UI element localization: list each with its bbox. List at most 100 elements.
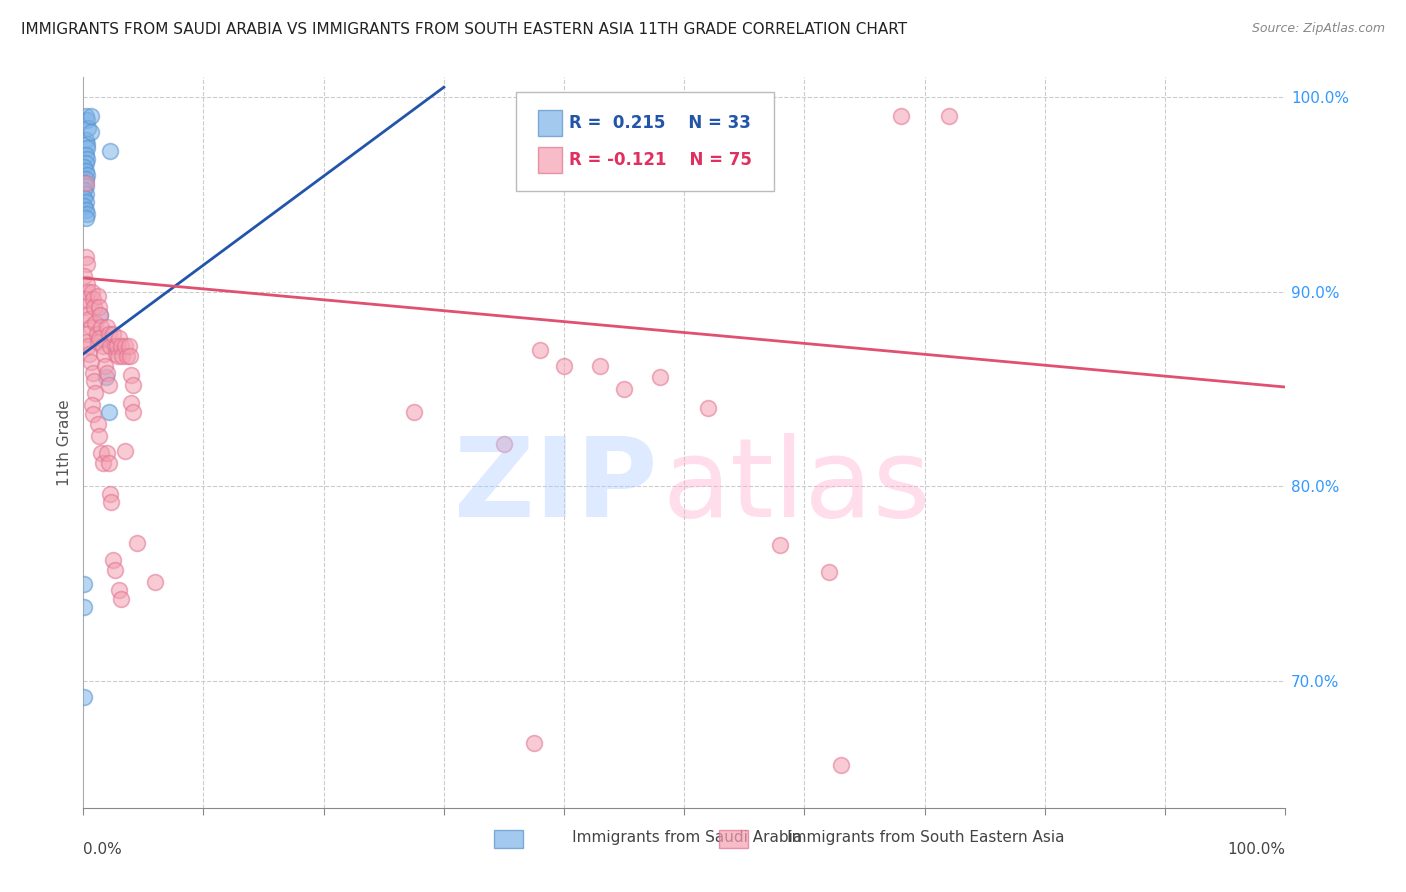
Point bbox=[103, 339, 125, 353]
Point bbox=[523, 736, 546, 750]
Point bbox=[650, 370, 672, 384]
Point bbox=[402, 405, 425, 419]
Point bbox=[769, 538, 792, 552]
Point bbox=[114, 444, 136, 458]
Point bbox=[79, 347, 101, 361]
Point bbox=[82, 407, 104, 421]
Text: atlas: atlas bbox=[662, 433, 931, 540]
Point bbox=[105, 339, 128, 353]
Point bbox=[97, 405, 120, 419]
Point bbox=[87, 428, 110, 442]
Point bbox=[75, 202, 97, 217]
Point bbox=[76, 152, 98, 166]
Point bbox=[97, 456, 120, 470]
Point bbox=[79, 311, 101, 326]
Point bbox=[80, 398, 103, 412]
Point bbox=[79, 125, 101, 139]
Point bbox=[115, 349, 138, 363]
Text: R =  0.215    N = 33: R = 0.215 N = 33 bbox=[569, 114, 751, 132]
Point bbox=[98, 145, 121, 159]
Point bbox=[73, 268, 96, 283]
Point bbox=[76, 140, 98, 154]
Point bbox=[73, 690, 96, 704]
Point bbox=[94, 370, 117, 384]
FancyBboxPatch shape bbox=[516, 92, 775, 191]
Point bbox=[96, 446, 118, 460]
Point bbox=[110, 592, 132, 607]
Point bbox=[98, 487, 121, 501]
Point bbox=[75, 187, 97, 202]
Point bbox=[76, 257, 98, 271]
Point bbox=[75, 171, 97, 186]
Point bbox=[76, 113, 98, 128]
Point bbox=[76, 308, 98, 322]
Point bbox=[73, 300, 96, 314]
Point bbox=[75, 335, 97, 350]
Point bbox=[110, 339, 132, 353]
Point bbox=[120, 349, 142, 363]
Point bbox=[87, 331, 110, 345]
Point bbox=[73, 160, 96, 174]
Point bbox=[118, 339, 141, 353]
Point bbox=[75, 133, 97, 147]
Point bbox=[120, 395, 142, 409]
Point bbox=[830, 757, 852, 772]
Point bbox=[75, 176, 97, 190]
Point bbox=[75, 179, 97, 194]
Point bbox=[90, 446, 112, 460]
Point bbox=[75, 250, 97, 264]
Point bbox=[75, 109, 97, 123]
Point bbox=[890, 109, 912, 123]
Point bbox=[75, 211, 97, 225]
Point bbox=[96, 367, 118, 381]
Point bbox=[73, 199, 96, 213]
Point bbox=[76, 327, 98, 342]
Point bbox=[103, 327, 125, 342]
Point bbox=[75, 156, 97, 170]
Point bbox=[87, 300, 110, 314]
Point bbox=[86, 327, 108, 342]
Point bbox=[97, 378, 120, 392]
Point bbox=[107, 349, 129, 363]
Point bbox=[697, 401, 720, 416]
Point bbox=[111, 349, 134, 363]
Point bbox=[108, 331, 131, 345]
Text: Source: ZipAtlas.com: Source: ZipAtlas.com bbox=[1251, 22, 1385, 36]
Point bbox=[90, 319, 112, 334]
Bar bbox=[537, 110, 561, 136]
Point bbox=[77, 339, 100, 353]
Point bbox=[84, 316, 107, 330]
Point bbox=[613, 382, 636, 396]
Text: IMMIGRANTS FROM SAUDI ARABIA VS IMMIGRANTS FROM SOUTH EASTERN ASIA 11TH GRADE CO: IMMIGRANTS FROM SAUDI ARABIA VS IMMIGRAN… bbox=[21, 22, 907, 37]
Point bbox=[75, 293, 97, 307]
Text: ZIP: ZIP bbox=[454, 433, 658, 540]
Point bbox=[76, 277, 98, 291]
Point bbox=[104, 347, 127, 361]
Point bbox=[73, 576, 96, 591]
Point bbox=[86, 288, 108, 302]
Text: 0.0%: 0.0% bbox=[83, 841, 122, 856]
Point bbox=[492, 436, 515, 450]
Point bbox=[103, 553, 125, 567]
Point bbox=[76, 207, 98, 221]
Point bbox=[91, 331, 114, 345]
Point bbox=[108, 582, 131, 597]
Point bbox=[89, 308, 111, 322]
Point bbox=[114, 339, 136, 353]
Point bbox=[76, 168, 98, 182]
Point bbox=[817, 565, 839, 579]
Point bbox=[103, 563, 125, 577]
Point bbox=[73, 183, 96, 197]
Point bbox=[121, 378, 143, 392]
Point bbox=[73, 600, 96, 615]
Text: Immigrants from Saudi Arabia: Immigrants from Saudi Arabia bbox=[538, 830, 803, 845]
Point bbox=[96, 319, 118, 334]
Point bbox=[84, 385, 107, 400]
Point bbox=[83, 300, 105, 314]
Point bbox=[91, 339, 114, 353]
Point bbox=[75, 148, 97, 162]
Point bbox=[94, 359, 117, 373]
Point bbox=[73, 191, 96, 205]
Point bbox=[80, 285, 103, 299]
Point bbox=[127, 536, 149, 550]
